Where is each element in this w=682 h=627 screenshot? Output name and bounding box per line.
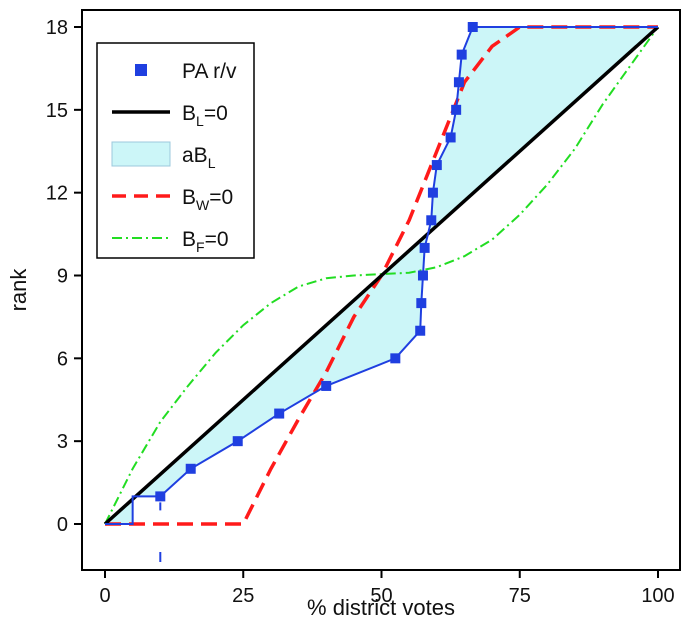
pa-marker: [274, 408, 285, 419]
legend-label-bl: BL=0: [182, 102, 228, 129]
pa-marker: [417, 270, 428, 281]
x-tick-label: 0: [99, 585, 110, 607]
legend: PA r/v BL=0 aBL BW=0 BF=0: [96, 42, 255, 259]
legend-label-pa: PA r/v: [182, 60, 237, 83]
legend-label-bw: BW=0: [182, 186, 233, 213]
pa-marker: [453, 77, 464, 88]
y-tick-label: 12: [46, 183, 68, 205]
pa-marker: [426, 215, 437, 226]
pa-marker: [427, 187, 438, 198]
y-tick-label: 18: [46, 17, 68, 39]
pa-marker: [416, 298, 427, 309]
pa-marker: [451, 104, 462, 115]
pa-marker: [419, 242, 430, 253]
legend-symbol-pa: [135, 64, 147, 76]
plot-layer: [103, 22, 660, 562]
series-pa-line: [105, 26, 658, 525]
y-tick-label: 15: [46, 100, 68, 122]
pa-marker: [415, 325, 426, 336]
x-tick-label: 50: [370, 585, 392, 607]
y-axis-title: rank: [6, 268, 31, 312]
x-tick-label: 75: [509, 585, 531, 607]
pa-marker: [155, 491, 166, 502]
legend-label-bf: BF=0: [182, 228, 229, 255]
x-axis-title: % district votes: [307, 595, 455, 620]
x-tick-label: 100: [641, 585, 674, 607]
y-tick-label: 0: [57, 514, 68, 536]
y-tick-label: 3: [57, 431, 68, 453]
pa-marker: [185, 463, 196, 474]
legend-label-area: aBL: [182, 144, 216, 171]
axis-layer: 0 25 50 75 100 0 3 6 9 12 15 18 % district votes rank: [6, 9, 681, 620]
series-bl-line: [103, 25, 660, 526]
x-tick-label: 25: [232, 585, 254, 607]
pa-marker: [431, 160, 442, 171]
pa-marker: [467, 22, 478, 32]
legend-symbol-area: [111, 141, 171, 167]
pa-marker: [321, 380, 332, 391]
y-tick-label: 6: [57, 348, 68, 370]
pa-marker: [232, 436, 243, 447]
pa-marker: [390, 353, 401, 364]
pa-marker: [445, 132, 456, 143]
y-tick-label: 9: [57, 266, 68, 288]
pa-marker: [456, 49, 467, 60]
